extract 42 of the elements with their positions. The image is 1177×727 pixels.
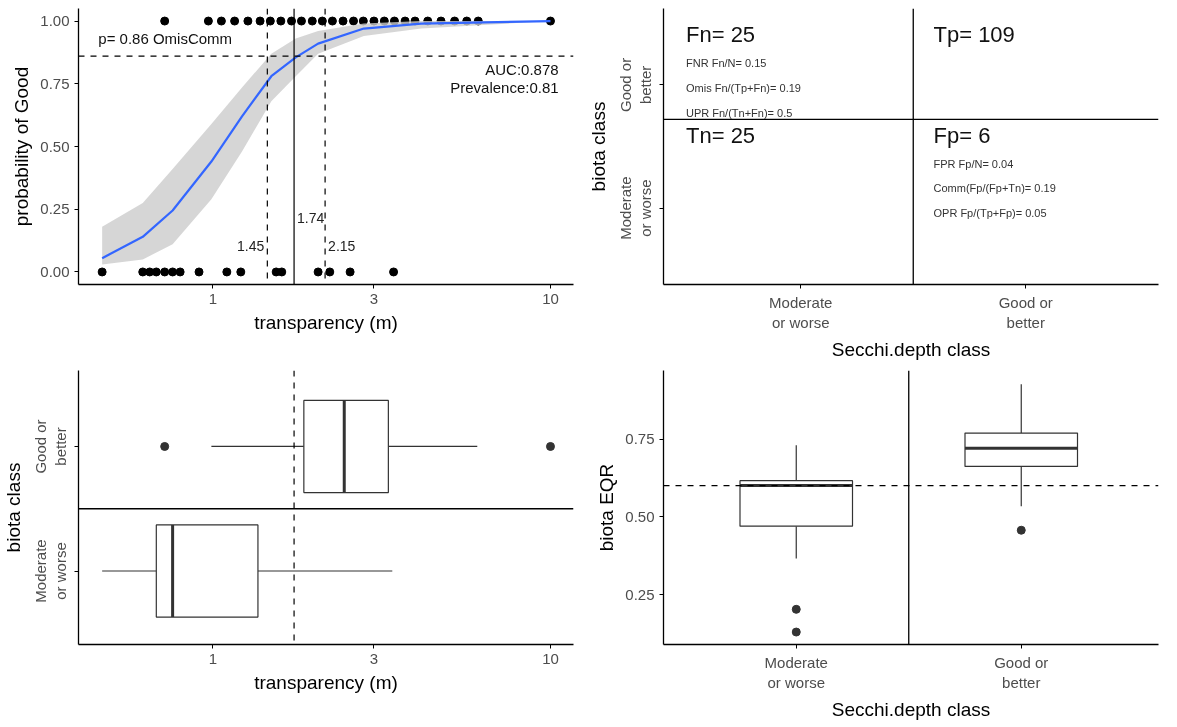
- x-tick-label: Good or better: [994, 653, 1049, 691]
- x-tick-label: 10: [542, 289, 559, 307]
- text: Fp= 6: [933, 123, 991, 149]
- y-tick-label: 0.75: [40, 74, 70, 92]
- y-tick-label: 0.25: [40, 200, 70, 218]
- text: Omis Fn/(Tp+Fn)= 0.19: [686, 82, 801, 95]
- ref-line-label: 1.45: [237, 237, 265, 254]
- x-tick-label: 1: [208, 289, 218, 307]
- y-tick-label: 0.25: [625, 585, 655, 603]
- x-axis-title: transparency (m): [254, 311, 398, 333]
- x-tick-label: 1: [208, 649, 218, 667]
- text: Secchi.depth class: [831, 338, 991, 360]
- text: Tn= 25: [686, 123, 756, 149]
- ref-line-label: 1.74: [297, 210, 325, 227]
- x-tick-label: 10: [542, 649, 559, 667]
- text: Comm(Fp/(Fp+Tn)= 0.19: [933, 182, 1056, 195]
- text: FNR Fn/N= 0.15: [686, 56, 767, 69]
- y-tick-label: Good or better: [32, 419, 70, 474]
- text: biota class: [588, 101, 610, 192]
- text: UPR Fn/(Tn+Fn)= 0.5: [686, 107, 793, 120]
- x-tick-label: 3: [369, 649, 379, 667]
- text: Fn= 25: [686, 22, 756, 48]
- y-tick-label: 0.75: [625, 430, 655, 447]
- y-tick-label: 0.50: [40, 137, 70, 155]
- text: FPR Fp/N= 0.04: [933, 157, 1014, 170]
- y-tick-label: 0.50: [625, 507, 655, 525]
- y-axis-title: probability of Good: [11, 66, 33, 227]
- y-tick-label: 0.00: [40, 262, 70, 280]
- y-axis-title: biota EQR: [596, 463, 618, 552]
- x-tick-label: Moderate or worse: [764, 653, 828, 691]
- y-tick-label: 1.00: [40, 12, 70, 30]
- x-axis-title: Secchi.depth class: [831, 698, 991, 720]
- ref-line-label: 2.15: [328, 237, 356, 254]
- annotation: p= 0.86 OmisComm: [98, 30, 233, 48]
- x-tick-label: 3: [369, 289, 379, 307]
- annotation: Prevalence:0.81: [450, 78, 559, 96]
- y-axis-title: biota class: [3, 462, 25, 553]
- y-tick-label: Moderate or worse: [32, 539, 70, 603]
- text: OPR Fp/(Tp+Fp)= 0.05: [933, 206, 1047, 219]
- annotation: AUC:0.878: [485, 60, 559, 78]
- x-axis-title: transparency (m): [254, 671, 398, 693]
- text: Tp= 109: [933, 22, 1015, 48]
